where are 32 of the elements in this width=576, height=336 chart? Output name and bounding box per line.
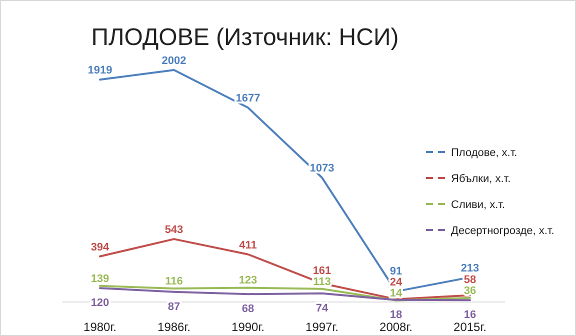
data-label: 16 <box>464 309 476 322</box>
x-tick-label: 2008г. <box>380 320 412 334</box>
data-label: 24 <box>390 276 403 288</box>
x-tick-label: 1986г. <box>158 320 190 334</box>
data-label: 543 <box>164 224 184 236</box>
data-label: 411 <box>239 239 257 252</box>
legend-label: Ябълки, х.т. <box>451 173 511 185</box>
data-label: 394 <box>90 241 110 254</box>
data-label: 213 <box>460 262 480 274</box>
data-label: 91 <box>390 265 402 278</box>
data-label: 1919 <box>88 64 112 77</box>
data-label: 68 <box>242 303 254 316</box>
data-label: 74 <box>316 302 329 314</box>
data-label: 2002 <box>162 55 186 67</box>
data-label: 87 <box>168 300 180 313</box>
x-tick-label: 1997г. <box>306 320 338 334</box>
data-label: 1677 <box>236 92 260 105</box>
x-tick-label: 1980г. <box>84 320 116 334</box>
chart-title: ПЛОДОВЕ (Източник: НСИ) <box>91 24 399 51</box>
data-label: 123 <box>238 274 258 287</box>
data-label: 161 <box>312 264 332 277</box>
x-tick-label: 1990г. <box>232 320 264 334</box>
data-label: 58 <box>464 274 476 286</box>
data-label: 18 <box>390 308 402 321</box>
data-label: 139 <box>90 272 110 285</box>
legend-label: Плодове, х.т. <box>451 147 518 159</box>
legend-label: Сливи, х.т. <box>451 199 506 211</box>
x-tick-label: 2015г. <box>454 320 486 334</box>
data-label: 36 <box>464 284 476 297</box>
legend-label: Десертногрозде, х.т. <box>451 225 554 237</box>
data-label: 116 <box>165 276 183 288</box>
data-label: 120 <box>90 297 110 310</box>
